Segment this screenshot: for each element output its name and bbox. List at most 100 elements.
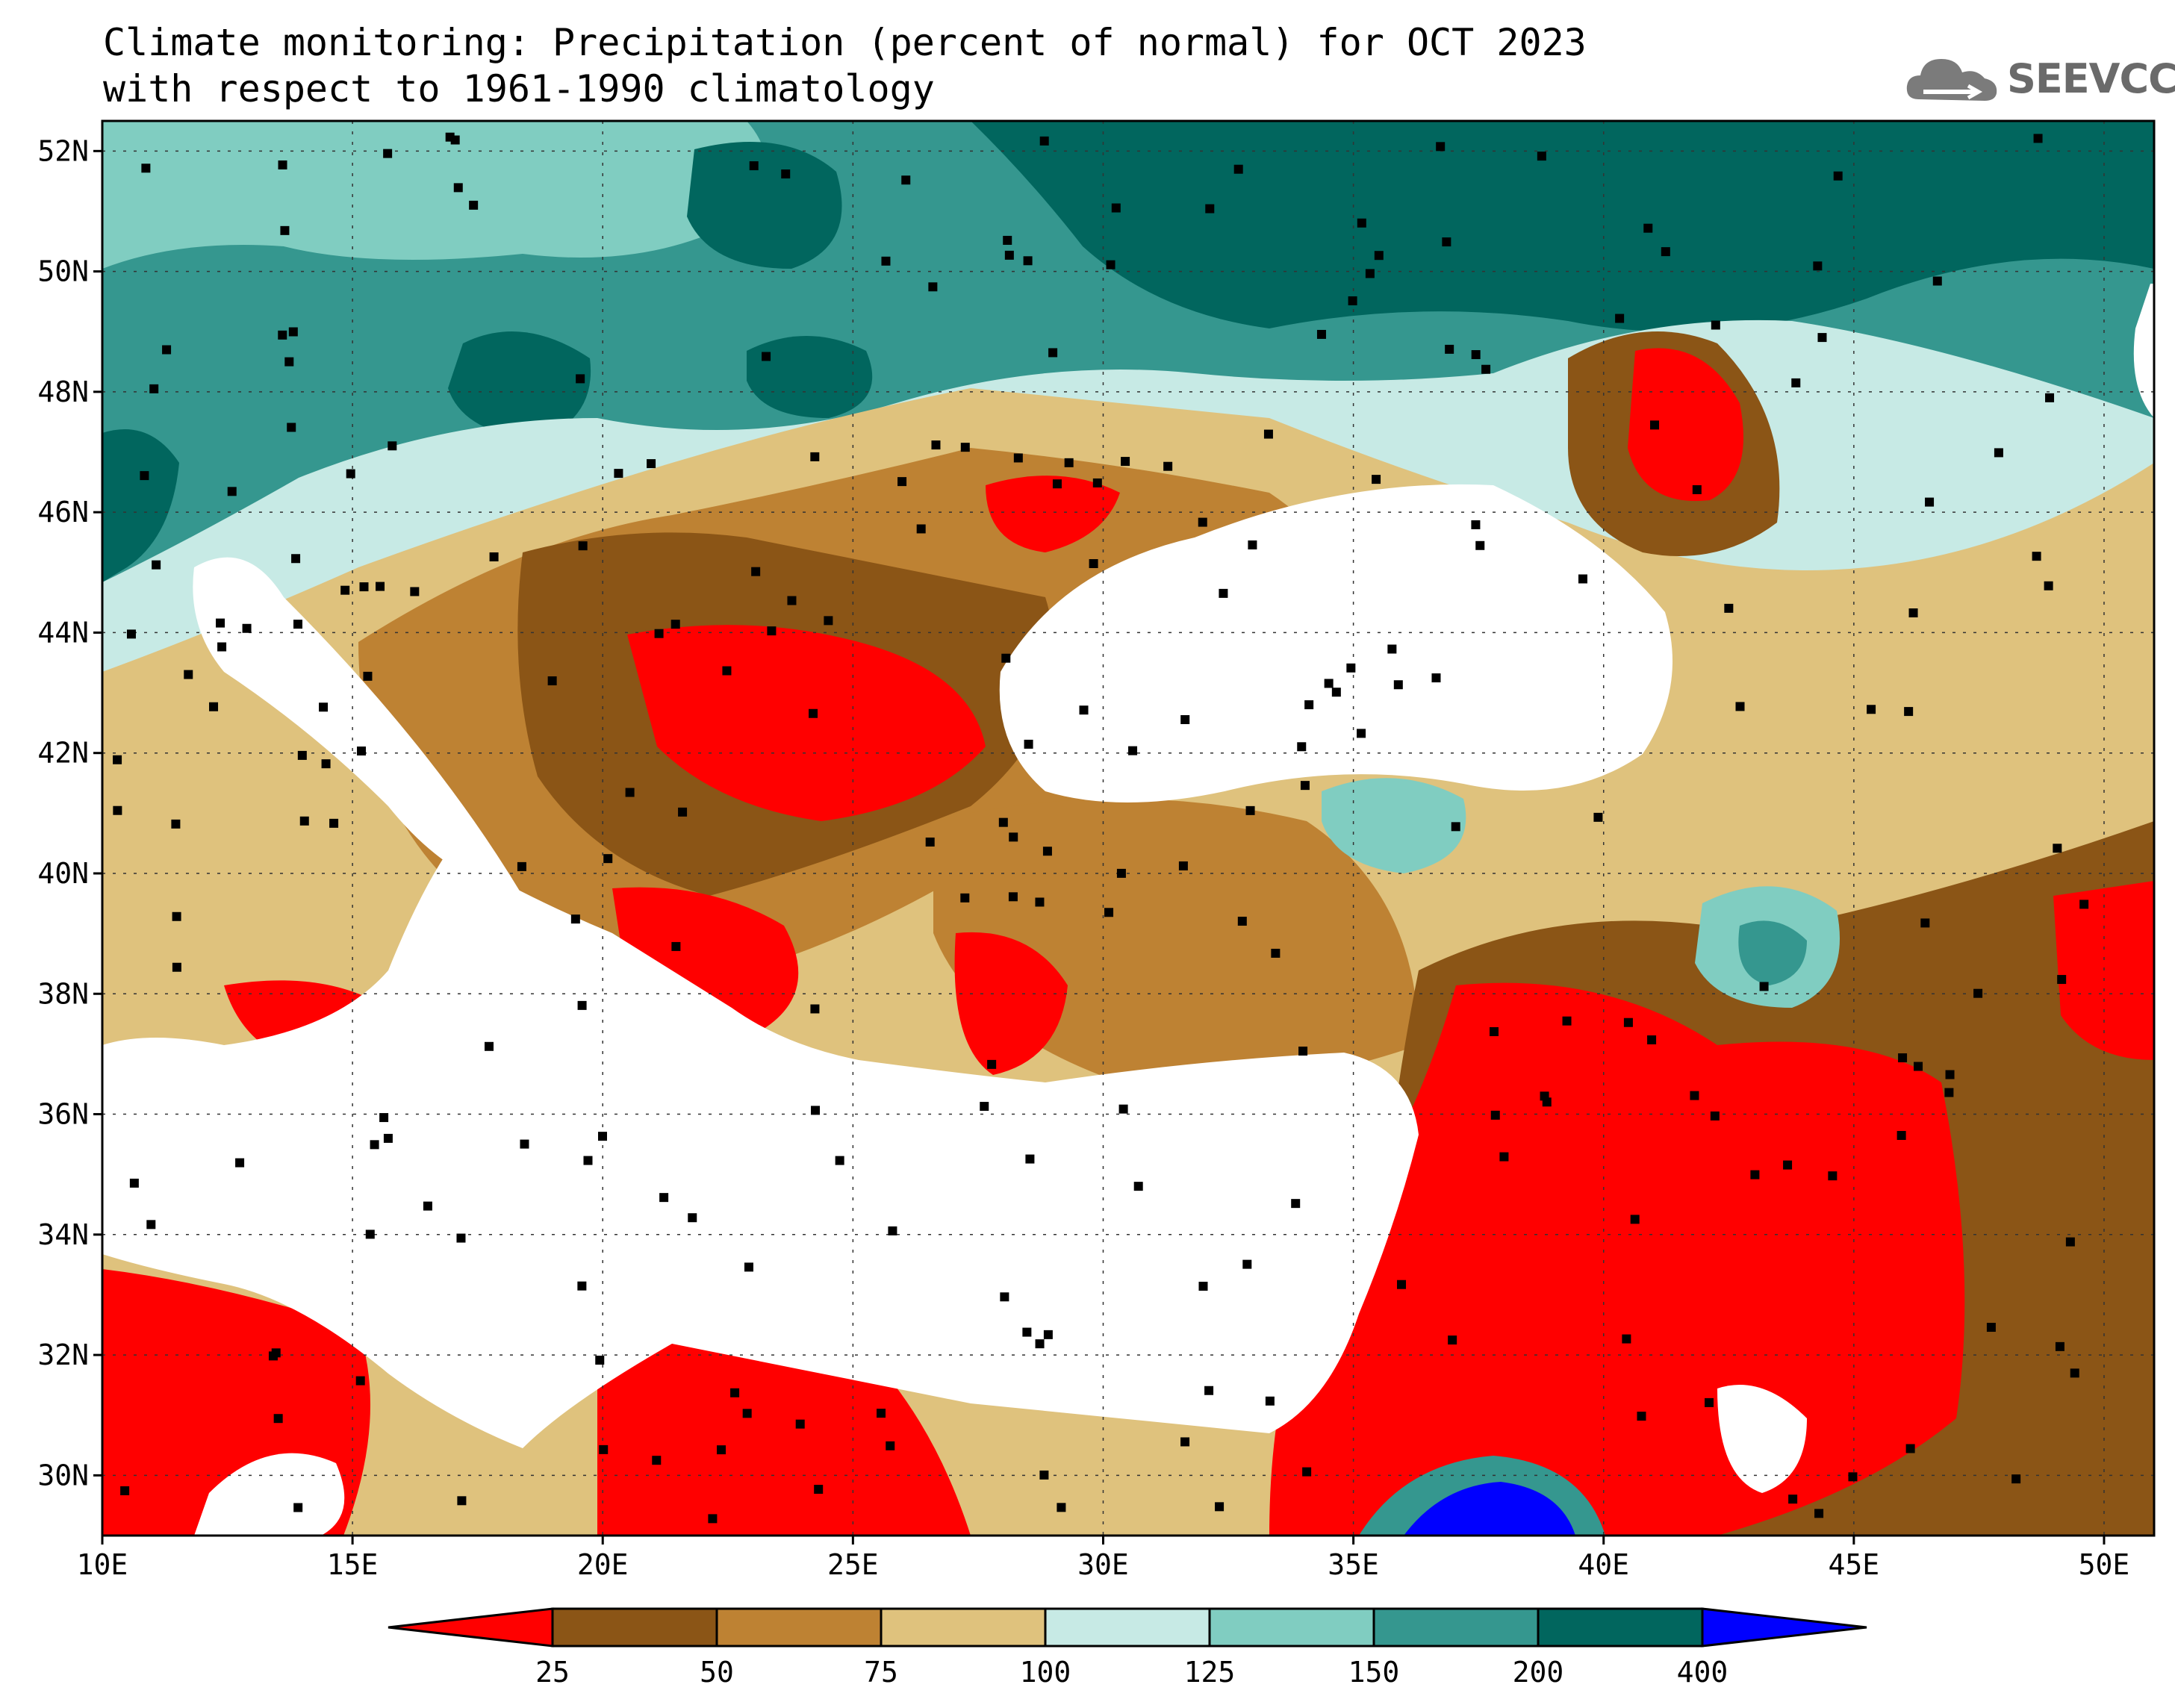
station-marker: [450, 135, 460, 145]
seevccc-logo: SEEVCCC: [1904, 45, 2175, 112]
station-marker: [1111, 203, 1121, 213]
station-marker: [278, 330, 287, 340]
station-marker: [113, 805, 122, 815]
station-marker: [1788, 1494, 1798, 1504]
y-tick-label: 30N: [37, 1459, 89, 1492]
station-marker: [319, 702, 329, 712]
legend-box: [551, 1607, 718, 1648]
station-marker: [787, 596, 797, 605]
station-marker: [1994, 448, 2003, 458]
station-marker: [1089, 559, 1098, 568]
station-marker: [1650, 420, 1660, 430]
station-marker: [1118, 1104, 1128, 1114]
station-marker: [577, 1000, 587, 1010]
station-marker: [652, 1456, 662, 1465]
station-marker: [730, 1388, 740, 1397]
station-marker: [1448, 1335, 1457, 1345]
station-marker: [1896, 1131, 1906, 1141]
legend-box: [1044, 1607, 1211, 1648]
legend-label: 75: [864, 1656, 898, 1689]
station-marker: [162, 345, 172, 355]
station-marker: [1300, 781, 1310, 791]
station-marker: [960, 443, 970, 452]
station-marker: [1783, 1160, 1793, 1170]
station-marker: [742, 1409, 752, 1418]
station-marker: [1593, 812, 1603, 822]
station-marker: [2011, 1474, 2021, 1484]
station-marker: [227, 487, 237, 496]
station-marker: [1499, 1152, 1509, 1162]
legend-box: [880, 1607, 1047, 1648]
station-marker: [1265, 1396, 1275, 1406]
station-marker: [1986, 1323, 1996, 1333]
station-marker: [1710, 1111, 1720, 1121]
station-marker: [291, 554, 301, 564]
zone-wetter-east-turkey: [1738, 920, 1807, 985]
station-marker: [1001, 653, 1011, 663]
station-marker: [1562, 1016, 1572, 1026]
station-marker: [1540, 1091, 1549, 1101]
station-marker: [1346, 663, 1356, 673]
station-marker: [877, 1409, 886, 1418]
station-marker: [1945, 1070, 1955, 1079]
x-tick-label: 45E: [1829, 1548, 1880, 1581]
station-marker: [1661, 247, 1670, 257]
zone-very-moist-west: [102, 429, 179, 582]
station-marker: [1615, 314, 1625, 323]
x-tick-label: 15E: [327, 1548, 379, 1581]
station-marker: [1848, 1472, 1858, 1482]
station-marker: [1475, 540, 1485, 550]
station-marker: [1180, 714, 1190, 724]
title-line-1: Climate monitoring: Precipitation (perce…: [103, 21, 1587, 64]
y-axis-labels: 52N 50N 48N 46N 44N 42N 40N 38N 36N 34N 32N 30N: [37, 134, 102, 1492]
station-marker: [216, 618, 225, 628]
station-marker: [1442, 237, 1451, 247]
y-tick-label: 44N: [37, 616, 89, 649]
station-marker: [659, 1193, 669, 1203]
cloud-icon: [1906, 59, 1997, 101]
y-tick-label: 34N: [37, 1218, 89, 1251]
station-marker: [363, 671, 373, 681]
station-marker: [152, 560, 161, 570]
y-tick-label: 40N: [37, 857, 89, 890]
x-tick-label: 10E: [77, 1548, 128, 1581]
station-marker: [2079, 900, 2089, 909]
station-marker: [1205, 204, 1215, 214]
station-marker: [370, 1140, 379, 1150]
station-marker: [1489, 1026, 1499, 1036]
station-marker: [599, 1444, 609, 1454]
station-marker: [717, 1445, 726, 1455]
station-marker: [357, 747, 367, 756]
color-bar-legend: 25 50 75 100 125 150 200 400: [388, 1607, 1867, 1689]
station-marker: [1000, 1292, 1009, 1302]
station-marker: [1813, 261, 1823, 271]
y-tick-label: 32N: [37, 1338, 89, 1371]
station-marker: [625, 788, 635, 797]
station-marker: [297, 750, 307, 760]
station-marker: [1079, 705, 1089, 715]
zone-extreme-dry-bulgaria: [627, 625, 986, 821]
logo-text: SEEVCCC: [2007, 54, 2175, 102]
station-marker: [268, 1351, 278, 1361]
station-marker: [1025, 1154, 1035, 1164]
legend-label: 50: [700, 1656, 734, 1689]
station-marker: [2032, 552, 2041, 561]
y-tick-label: 48N: [37, 375, 89, 408]
station-marker: [1817, 333, 1827, 343]
station-marker: [388, 441, 397, 451]
station-marker: [1623, 1017, 1633, 1027]
station-marker: [520, 1139, 529, 1149]
station-marker: [1271, 948, 1281, 958]
station-marker: [931, 440, 941, 450]
station-marker: [171, 819, 181, 829]
station-marker: [113, 755, 122, 764]
station-marker: [1331, 688, 1341, 697]
station-marker: [1009, 832, 1018, 842]
station-marker: [1481, 364, 1491, 374]
axes: 52N 50N 48N 46N 44N 42N 40N 38N 36N 34N 32N 30N 10E…: [37, 134, 2129, 1581]
station-marker: [928, 282, 938, 292]
station-marker: [457, 1496, 467, 1506]
station-marker: [1578, 574, 1587, 584]
station-marker: [1431, 673, 1441, 683]
